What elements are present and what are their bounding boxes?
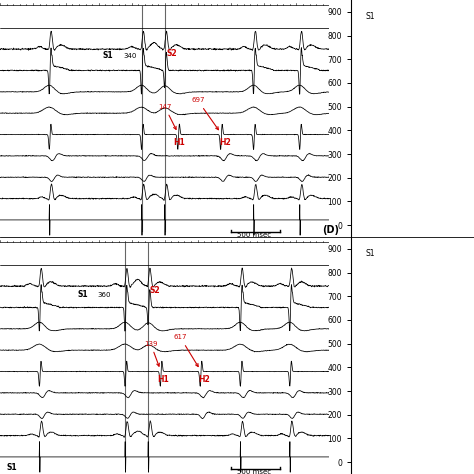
Text: H2: H2 (219, 138, 231, 147)
Text: S1: S1 (77, 290, 88, 299)
Text: 147: 147 (158, 104, 176, 129)
Text: S2: S2 (166, 48, 177, 57)
Text: 697: 697 (191, 98, 219, 130)
Text: S1: S1 (102, 51, 113, 60)
Text: S1: S1 (365, 249, 375, 258)
Text: S1: S1 (7, 463, 17, 472)
Text: S2: S2 (150, 285, 161, 294)
Text: S1: S1 (365, 12, 375, 21)
Text: 340: 340 (124, 53, 137, 59)
Text: 500 msec: 500 msec (237, 232, 271, 238)
Text: H1: H1 (157, 375, 169, 384)
Text: 139: 139 (144, 341, 159, 366)
Text: H2: H2 (199, 375, 210, 384)
Text: 617: 617 (173, 335, 198, 366)
Text: 500 msec: 500 msec (237, 469, 271, 474)
Text: 360: 360 (97, 292, 111, 298)
Text: H1: H1 (173, 138, 185, 147)
Text: (D): (D) (322, 225, 339, 235)
